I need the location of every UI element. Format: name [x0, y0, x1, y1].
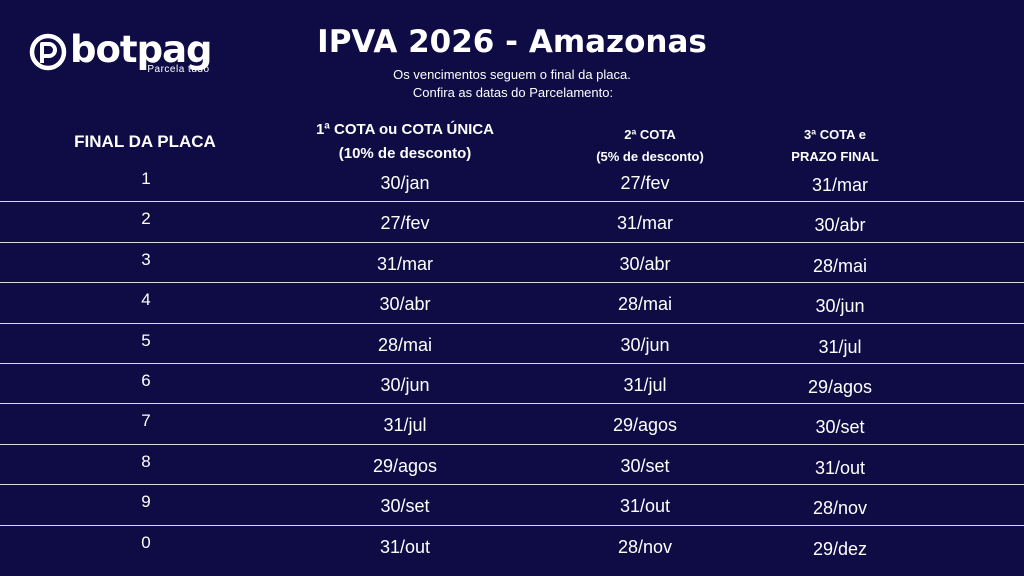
header-cota-1-line-2: (10% de desconto) [338, 145, 472, 162]
table-row: 3 31/mar 30/abr 28/mai [0, 243, 1024, 284]
table-row: 0 31/out 28/nov 29/dez [0, 526, 1024, 566]
cell-cota-2: 27/fev [620, 173, 670, 193]
header-cota-3-line-2: PRAZO FINAL [791, 149, 879, 165]
cell-cota-3: 28/nov [812, 498, 868, 519]
cell-cota-2: 30/set [620, 455, 670, 476]
cell-final: 5 [141, 330, 151, 350]
header-cota-2-line-1: 2ª COTA [624, 127, 676, 142]
cell-final: 3 [141, 249, 151, 269]
cell-cota-1: 31/jul [383, 415, 427, 436]
cell-cota-1: 27/fev [380, 213, 430, 234]
cell-cota-2: 29/agos [612, 415, 678, 436]
brand-text: botpag Parcela tudo [70, 28, 213, 76]
cell-final: 1 [141, 169, 151, 188]
cell-cota-3: 30/abr [814, 215, 866, 236]
cell-cota-3: 29/agos [807, 376, 873, 397]
table-row: 2 27/fev 31/mar 30/abr [0, 202, 1024, 243]
header-cota-1: 1ª COTA ou COTA ÚNICA (10% de desconto) [290, 118, 520, 166]
table-row: 6 30/jun 31/jul 29/agos [0, 364, 1024, 405]
table-row: 7 31/jul 29/agos 30/set [0, 404, 1024, 445]
cell-cota-2: 28/nov [617, 536, 673, 557]
cell-cota-2: 31/jul [623, 374, 667, 395]
cell-cota-3: 29/dez [812, 538, 868, 559]
cell-final: 9 [141, 492, 151, 512]
brand-tagline: Parcela tudo [147, 64, 210, 75]
table-row: 9 30/set 31/out 28/nov [0, 485, 1024, 526]
cell-cota-1: 28/mai [377, 334, 433, 355]
table-row: 1 30/jan 27/fev 31/mar [0, 162, 1024, 203]
table-row: 5 28/mai 30/jun 31/jul [0, 324, 1024, 364]
table-row: 8 29/agos 30/set 31/out [0, 445, 1024, 486]
cell-cota-2: 28/mai [617, 294, 673, 315]
cell-cota-3: 30/set [815, 417, 865, 438]
botpag-logo-icon [29, 33, 67, 71]
header-cota-2: 2ª COTA (5% de desconto) [560, 124, 740, 168]
schedule-table: 1 30/jan 27/fev 31/mar 2 27/fev 31/mar 3… [0, 162, 1024, 566]
brand-logo: botpag Parcela tudo [28, 28, 213, 76]
header-cota-2-line-2: (5% de desconto) [596, 149, 704, 165]
cell-final: 7 [141, 411, 151, 431]
subtitle-line-1: Os vencimentos seguem o final da placa. [393, 67, 631, 82]
cell-cota-3: 31/jul [818, 336, 862, 357]
cell-cota-3: 31/out [814, 457, 866, 478]
cell-cota-3: 30/jun [815, 296, 865, 317]
cell-final: 8 [141, 451, 151, 471]
cell-cota-1: 30/set [380, 496, 430, 517]
cell-cota-2: 30/jun [620, 334, 670, 355]
cell-cota-3: 28/mai [812, 255, 868, 276]
cell-cota-1: 30/jan [380, 173, 430, 193]
cell-cota-1: 31/mar [376, 253, 434, 274]
brand-name: botpag [70, 28, 213, 71]
page-title: IPVA 2026 - Amazonas [317, 24, 707, 60]
header-cota-3: 3ª COTA e PRAZO FINAL [750, 124, 920, 168]
cell-final: 0 [141, 532, 151, 552]
cell-final: 6 [141, 370, 151, 390]
header-final-da-placa: FINAL DA PLACA [40, 128, 250, 155]
cell-cota-1: 30/jun [380, 374, 430, 395]
table-row: 4 30/abr 28/mai 30/jun [0, 283, 1024, 324]
cell-final: 2 [141, 209, 151, 229]
cell-cota-1: 30/abr [379, 294, 431, 315]
cell-cota-2: 31/mar [616, 213, 674, 234]
cell-cota-1: 29/agos [372, 455, 438, 476]
cell-cota-1: 31/out [379, 536, 431, 557]
header-cota-1-line-1: 1ª COTA ou COTA ÚNICA [315, 121, 495, 138]
header-final-label: FINAL DA PLACA [74, 132, 216, 151]
cell-final: 4 [141, 290, 151, 310]
cell-cota-3: 31/mar [811, 175, 869, 195]
header-cota-3-line-1: 3ª COTA e [804, 127, 866, 142]
subtitle-line-2: Confira as datas do Parcelamento: [412, 85, 614, 100]
cell-cota-2: 31/out [619, 496, 671, 517]
cell-cota-2: 30/abr [619, 253, 671, 274]
